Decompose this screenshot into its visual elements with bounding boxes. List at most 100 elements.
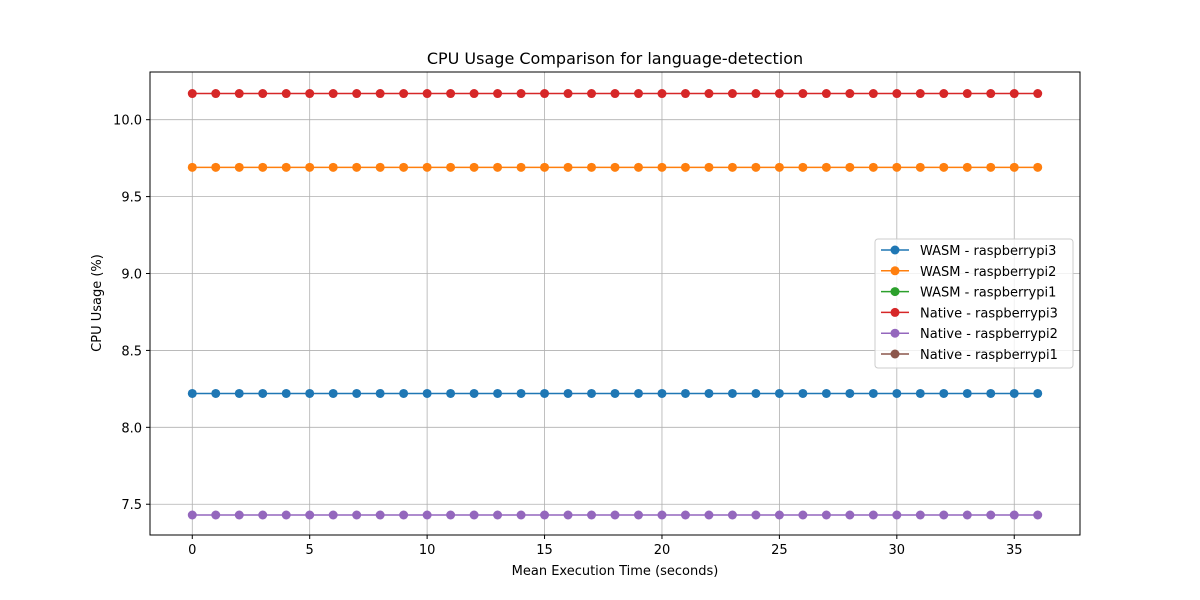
data-point: [211, 162, 221, 172]
data-point: [798, 388, 808, 398]
data-point: [774, 388, 784, 398]
series-3: [187, 89, 1043, 99]
data-point: [1033, 388, 1043, 398]
data-point: [633, 510, 643, 520]
data-point: [587, 162, 597, 172]
y-tick-label: 9.0: [121, 268, 142, 283]
legend-item: WASM - raspberrypi3: [881, 244, 1056, 259]
data-point: [211, 89, 221, 99]
data-point: [563, 510, 573, 520]
data-point: [469, 89, 479, 99]
legend-item: WASM - raspberrypi2: [881, 265, 1056, 280]
x-tick-label: 35: [1006, 543, 1023, 558]
data-point: [845, 388, 855, 398]
legend-item: WASM - raspberrypi1: [881, 286, 1056, 301]
data-point: [563, 388, 573, 398]
data-point: [516, 89, 526, 99]
data-point: [774, 89, 784, 99]
data-point: [399, 388, 409, 398]
data-point: [633, 89, 643, 99]
legend-marker: [890, 245, 900, 255]
data-point: [892, 89, 902, 99]
data-point: [187, 510, 197, 520]
data-point: [704, 388, 714, 398]
data-point: [516, 510, 526, 520]
data-point: [657, 89, 667, 99]
data-point: [1009, 388, 1019, 398]
data-point: [352, 510, 362, 520]
data-point: [727, 388, 737, 398]
data-point: [986, 89, 996, 99]
legend-label: WASM - raspberrypi1: [920, 286, 1056, 301]
data-point: [821, 162, 831, 172]
data-point: [446, 510, 456, 520]
x-tick-label: 20: [654, 543, 671, 558]
data-point: [234, 89, 244, 99]
y-tick-label: 7.5: [121, 498, 142, 513]
data-point: [305, 162, 315, 172]
data-point: [516, 162, 526, 172]
data-point: [493, 510, 503, 520]
data-point: [469, 510, 479, 520]
data-point: [610, 89, 620, 99]
data-point: [845, 89, 855, 99]
data-point: [563, 162, 573, 172]
data-point: [1009, 162, 1019, 172]
data-point: [892, 162, 902, 172]
data-point: [563, 89, 573, 99]
data-point: [798, 162, 808, 172]
data-point: [540, 162, 550, 172]
data-point: [610, 162, 620, 172]
data-point: [939, 388, 949, 398]
data-point: [704, 162, 714, 172]
data-point: [821, 89, 831, 99]
data-point: [352, 388, 362, 398]
data-point: [986, 162, 996, 172]
legend-marker: [890, 349, 900, 359]
data-point: [375, 388, 385, 398]
data-point: [727, 89, 737, 99]
data-point: [258, 162, 268, 172]
legend: WASM - raspberrypi3 WASM - raspberrypi2 WA…: [874, 238, 1074, 369]
data-point: [281, 89, 291, 99]
series-4: [187, 510, 1043, 520]
data-point: [493, 162, 503, 172]
data-point: [939, 510, 949, 520]
data-point: [845, 510, 855, 520]
data-point: [211, 388, 221, 398]
data-point: [915, 388, 925, 398]
legend-item: Native - raspberrypi1: [881, 348, 1058, 363]
data-point: [493, 388, 503, 398]
data-point: [399, 162, 409, 172]
y-tick-label: 9.5: [121, 191, 142, 206]
data-point: [939, 162, 949, 172]
data-point: [868, 388, 878, 398]
y-tick-label: 8.5: [121, 344, 142, 359]
data-point: [375, 89, 385, 99]
data-point: [680, 388, 690, 398]
data-point: [868, 162, 878, 172]
data-point: [892, 388, 902, 398]
data-point: [798, 89, 808, 99]
x-tick-label: 25: [771, 543, 788, 558]
data-point: [633, 162, 643, 172]
data-point: [540, 89, 550, 99]
data-point: [422, 89, 432, 99]
data-point: [422, 388, 432, 398]
legend-box: [874, 238, 1074, 369]
data-point: [845, 162, 855, 172]
data-point: [305, 510, 315, 520]
data-point: [587, 89, 597, 99]
plot-frame: [149, 71, 1081, 536]
data-point: [751, 162, 761, 172]
data-point: [399, 89, 409, 99]
data-point: [469, 388, 479, 398]
data-point: [727, 162, 737, 172]
data-point: [328, 510, 338, 520]
data-point: [281, 388, 291, 398]
data-point: [962, 388, 972, 398]
data-point: [516, 388, 526, 398]
data-point: [234, 510, 244, 520]
data-point: [892, 510, 902, 520]
data-point: [704, 89, 714, 99]
